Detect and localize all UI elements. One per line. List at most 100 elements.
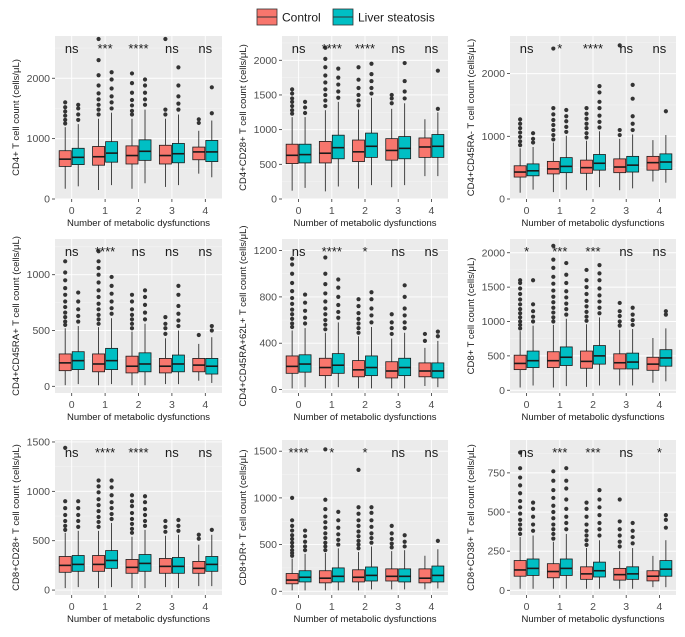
box-control-3 xyxy=(158,315,172,385)
outlier-point xyxy=(369,61,374,66)
outlier-point xyxy=(142,90,148,95)
box-control-3 xyxy=(385,92,399,188)
box-liver-steatosis-3 xyxy=(398,60,412,186)
x-tick-label: 0 xyxy=(296,399,302,411)
box-iqr xyxy=(352,360,365,378)
outlier-point xyxy=(96,73,101,78)
outlier-point xyxy=(551,516,556,521)
outlier-point xyxy=(302,544,308,549)
outlier-point xyxy=(302,548,308,553)
box-iqr xyxy=(418,362,432,378)
outlier-point xyxy=(402,313,407,318)
outlier-point xyxy=(551,117,556,123)
outlier-point xyxy=(389,541,394,546)
outlier-point xyxy=(389,331,394,337)
outlier-point xyxy=(518,117,523,122)
outlier-point xyxy=(302,321,308,326)
outlier-point xyxy=(518,326,523,331)
outlier-point xyxy=(336,89,341,94)
outlier-point xyxy=(551,265,556,270)
outlier-point xyxy=(530,131,536,136)
legend-item-liver-steatosis: Liver steatosis xyxy=(332,8,435,26)
outlier-point xyxy=(518,498,523,504)
box-liver-steatosis-2 xyxy=(365,505,378,590)
outlier-point xyxy=(564,527,569,532)
significance-label: ns xyxy=(65,244,79,259)
outlier-point xyxy=(356,103,361,108)
outlier-point xyxy=(597,113,602,118)
box-liver-steatosis-3 xyxy=(626,520,640,589)
y-tick-label: 500 xyxy=(259,539,277,551)
outlier-point xyxy=(597,527,602,532)
outlier-point xyxy=(402,539,407,544)
outlier-point xyxy=(63,322,68,328)
outlier-point xyxy=(142,83,148,88)
outlier-point xyxy=(551,488,556,493)
outlier-point xyxy=(290,544,295,549)
outlier-point xyxy=(564,506,569,511)
outlier-point xyxy=(109,77,114,82)
outlier-point xyxy=(209,111,214,116)
significance-label: * xyxy=(362,445,367,460)
outlier-point xyxy=(290,262,295,267)
outlier-point xyxy=(389,536,394,542)
box-liver-steatosis-3 xyxy=(626,305,640,386)
outlier-point xyxy=(584,285,589,290)
box-control-4 xyxy=(646,338,660,383)
outlier-point xyxy=(617,533,622,538)
outlier-point xyxy=(336,302,341,308)
outlier-point xyxy=(109,485,114,490)
box-liver-steatosis-1 xyxy=(331,509,345,591)
x-axis-title: Number of metabolic dysfunctions xyxy=(521,614,664,625)
box-control-1 xyxy=(318,447,332,591)
outlier-point xyxy=(597,533,602,538)
outlier-point xyxy=(209,85,214,90)
outlier-point xyxy=(564,129,569,135)
x-tick-label: 1 xyxy=(102,205,108,217)
box-liver-steatosis-0 xyxy=(298,528,312,591)
outlier-point xyxy=(551,127,556,133)
outlier-point xyxy=(336,509,341,514)
y-tick-label: 0 xyxy=(44,381,50,393)
outlier-point xyxy=(336,532,341,537)
y-axis-title: CD4+ T cell count (cells/μL) xyxy=(11,59,22,176)
y-tick-label: 1000 xyxy=(27,486,51,498)
outlier-point xyxy=(323,80,328,85)
box-control-3 xyxy=(158,518,172,588)
outlier-point xyxy=(290,111,295,116)
outlier-point xyxy=(63,259,68,264)
outlier-point xyxy=(551,46,556,51)
box-liver-steatosis-3 xyxy=(171,517,185,589)
outlier-point xyxy=(323,535,328,541)
outlier-point xyxy=(551,288,556,293)
outlier-point xyxy=(290,289,295,294)
outlier-point xyxy=(597,488,602,493)
outlier-point xyxy=(551,495,556,501)
box-iqr xyxy=(559,558,573,576)
y-tick-label: 250 xyxy=(487,546,505,558)
chart-panel-4: 0 500 1000 0 1 2 3 4 ns **** ns ns ns Number of metab… xyxy=(11,236,222,423)
outlier-point xyxy=(142,317,148,322)
outlier-point xyxy=(530,528,536,533)
outlier-point xyxy=(129,307,135,312)
box-liver-steatosis-0 xyxy=(298,99,312,188)
outlier-point xyxy=(630,127,635,133)
outlier-point xyxy=(584,506,589,511)
outlier-point xyxy=(76,106,81,111)
outlier-point xyxy=(402,294,407,299)
outlier-point xyxy=(63,299,68,304)
box-iqr xyxy=(526,558,540,576)
y-axis-title: CD4+CD45RA+62L+ T cell count (cells/μL) xyxy=(238,225,249,406)
outlier-point xyxy=(584,291,589,297)
outlier-point xyxy=(336,542,341,547)
outlier-point xyxy=(356,467,361,472)
x-tick-label: 4 xyxy=(656,205,662,217)
outlier-point xyxy=(617,309,622,314)
outlier-point xyxy=(584,304,589,309)
significance-label: ns xyxy=(619,41,633,56)
outlier-point xyxy=(129,504,135,509)
outlier-point xyxy=(129,97,135,103)
outlier-point xyxy=(142,288,148,293)
outlier-point xyxy=(323,65,328,70)
box-iqr xyxy=(71,555,85,572)
